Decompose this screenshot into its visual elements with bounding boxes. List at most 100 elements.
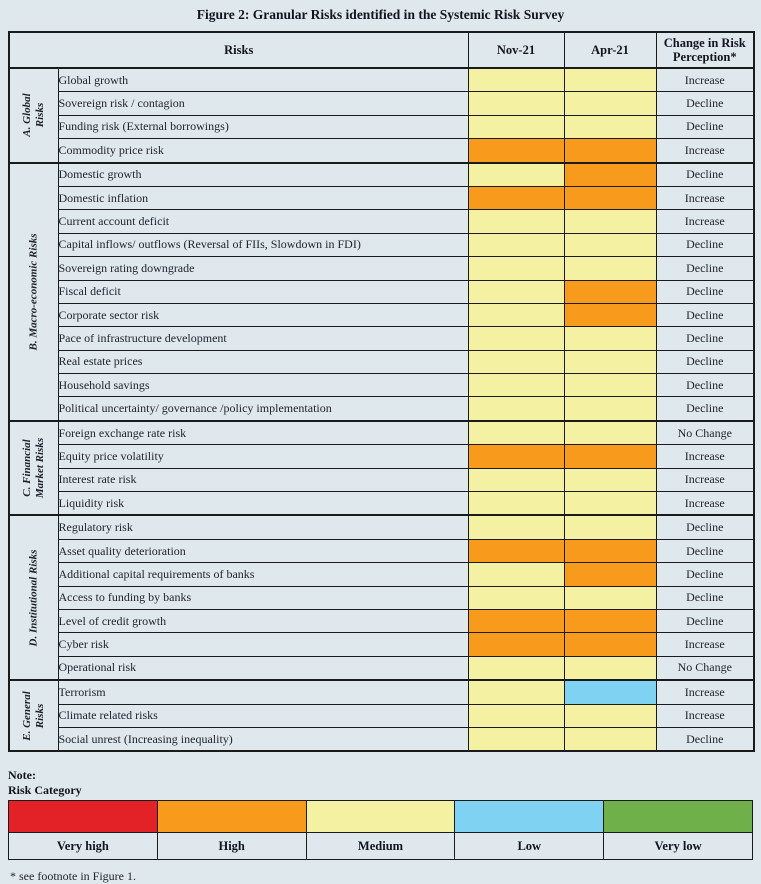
risk-row: Fiscal deficit Decline <box>9 279 755 304</box>
risk-level-cell-nov21 <box>467 538 565 564</box>
risk-level-cell-apr21 <box>563 185 657 211</box>
change-perception-cell: Increase <box>655 632 755 657</box>
risk-level-cell-nov21 <box>467 161 565 187</box>
legend-swatch-row <box>8 800 753 834</box>
change-perception-cell: Increase <box>655 703 755 728</box>
risk-level-cell-nov21 <box>467 632 565 657</box>
risk-row: Climate related risks Increase <box>9 703 755 728</box>
risk-level-cell-nov21 <box>467 491 565 516</box>
risk-level-cell-nov21 <box>467 67 565 93</box>
header-apr21: Apr-21 <box>563 31 657 69</box>
risk-row: Social unrest (Increasing inequality) Dec… <box>9 726 755 752</box>
legend-label-medium: Medium <box>305 832 456 861</box>
legend-swatch-low <box>454 800 605 834</box>
risk-level-cell-apr21 <box>563 608 657 634</box>
legend-swatch-very-high <box>8 800 158 834</box>
change-perception-cell: Increase <box>655 209 755 234</box>
footnote: * see footnote in Figure 1. <box>10 869 136 884</box>
risk-row: Corporate sector risk Decline <box>9 302 755 328</box>
risk-row: Cyber risk Increase <box>9 632 755 657</box>
risk-name-cell: Household savings <box>57 373 469 398</box>
change-perception-cell: Decline <box>655 585 755 610</box>
risk-group-cell: A. Global Risks <box>8 67 59 164</box>
risk-level-cell-apr21 <box>563 679 657 705</box>
risk-name-cell: Sovereign risk / contagion <box>57 91 469 116</box>
risk-level-cell-apr21 <box>563 444 657 469</box>
risk-group-cell: E. General Risks <box>8 679 59 752</box>
risk-level-cell-nov21 <box>467 467 565 493</box>
change-perception-cell: Decline <box>655 396 755 422</box>
risk-name-cell: Political uncertainty/ governance /polic… <box>57 396 469 422</box>
change-perception-cell: Decline <box>655 279 755 304</box>
risk-group-cell: D. Institutional Risks <box>8 514 59 681</box>
risk-group-label: E. General Risks <box>20 690 46 741</box>
risk-row: Equity price volatility Increase <box>9 444 755 469</box>
risk-row: Level of credit growth Decline <box>9 608 755 634</box>
risk-row: A. Global Risks Global growth Increase <box>8 67 755 164</box>
risk-row: Additional capital requirements of banks… <box>9 562 755 587</box>
legend-label-high: High <box>156 832 307 861</box>
legend-label-low: Low <box>454 832 605 861</box>
risk-group-label: D. Institutional Risks <box>27 549 40 647</box>
risk-level-cell-apr21 <box>563 703 657 728</box>
risk-level-cell-apr21 <box>563 396 657 422</box>
risk-name-cell: Real estate prices <box>57 349 469 375</box>
risk-name-cell: Pace of infrastructure development <box>57 326 469 351</box>
risk-level-cell-nov21 <box>467 396 565 422</box>
risk-row: Pace of infrastructure development Declin… <box>9 326 755 351</box>
risk-name-cell: Funding risk (External borrowings) <box>57 114 469 140</box>
risk-level-cell-apr21 <box>563 279 657 304</box>
legend-label-very-low: Very low <box>603 832 753 861</box>
risk-level-cell-nov21 <box>467 302 565 328</box>
risk-level-cell-apr21 <box>563 161 657 187</box>
risk-level-cell-apr21 <box>563 67 657 93</box>
risk-category-label: Risk Category <box>8 783 82 798</box>
risk-level-cell-nov21 <box>467 444 565 469</box>
figure-title: Figure 2: Granular Risks identified in t… <box>196 7 565 22</box>
change-perception-cell: Decline <box>655 161 755 187</box>
risk-row: Sovereign risk / contagion Decline <box>9 91 755 116</box>
risk-level-cell-apr21 <box>563 209 657 234</box>
risk-level-cell-nov21 <box>467 373 565 398</box>
risk-row: Political uncertainty/ governance /polic… <box>9 396 755 422</box>
change-perception-cell: Increase <box>655 67 755 93</box>
risk-name-cell: Corporate sector risk <box>57 302 469 328</box>
risk-level-cell-nov21 <box>467 514 565 540</box>
risk-row: Commodity price risk Increase <box>9 138 755 164</box>
risk-level-cell-apr21 <box>563 91 657 116</box>
change-perception-cell: No Change <box>655 655 755 681</box>
risk-name-cell: Equity price volatility <box>57 444 469 469</box>
risk-row: Asset quality deterioration Decline <box>9 538 755 564</box>
legend-label-row: Very high High Medium Low Very low <box>8 832 753 861</box>
risk-name-cell: Fiscal deficit <box>57 279 469 304</box>
risk-level-cell-apr21 <box>563 114 657 140</box>
note-block: Note: Risk Category <box>8 768 753 798</box>
risk-level-cell-apr21 <box>563 491 657 516</box>
risk-level-cell-nov21 <box>467 679 565 705</box>
risk-level-cell-apr21 <box>563 562 657 587</box>
change-perception-cell: Decline <box>655 114 755 140</box>
risk-row: Interest rate risk Increase <box>9 467 755 493</box>
risk-group-label: C. Financial Market Risks <box>20 438 46 499</box>
risk-level-cell-nov21 <box>467 349 565 375</box>
risk-level-cell-nov21 <box>467 585 565 610</box>
risk-row: Real estate prices Decline <box>9 349 755 375</box>
legend-table: Very high High Medium Low Very low <box>8 800 753 861</box>
change-perception-cell: Decline <box>655 562 755 587</box>
risk-row: Operational risk No Change <box>9 655 755 681</box>
risk-level-cell-apr21 <box>563 302 657 328</box>
risk-name-cell: Current account deficit <box>57 209 469 234</box>
risk-table-body: A. Global Risks Global growth Increase Sove… <box>8 67 755 752</box>
risk-name-cell: Level of credit growth <box>57 608 469 634</box>
risk-row: E. General Risks Terrorism Increase <box>8 679 755 752</box>
risk-name-cell: Climate related risks <box>57 703 469 728</box>
risk-name-cell: Regulatory risk <box>57 514 469 540</box>
note-label: Note: <box>8 768 36 783</box>
risk-group-cell: C. Financial Market Risks <box>8 419 59 516</box>
legend-swatch-very-low <box>603 800 753 834</box>
risk-level-cell-nov21 <box>467 419 565 446</box>
change-perception-cell: Decline <box>655 91 755 116</box>
risk-row: Access to funding by banks Decline <box>9 585 755 610</box>
risk-row: Liquidity risk Increase <box>9 491 755 516</box>
risk-row: Household savings Decline <box>9 373 755 398</box>
